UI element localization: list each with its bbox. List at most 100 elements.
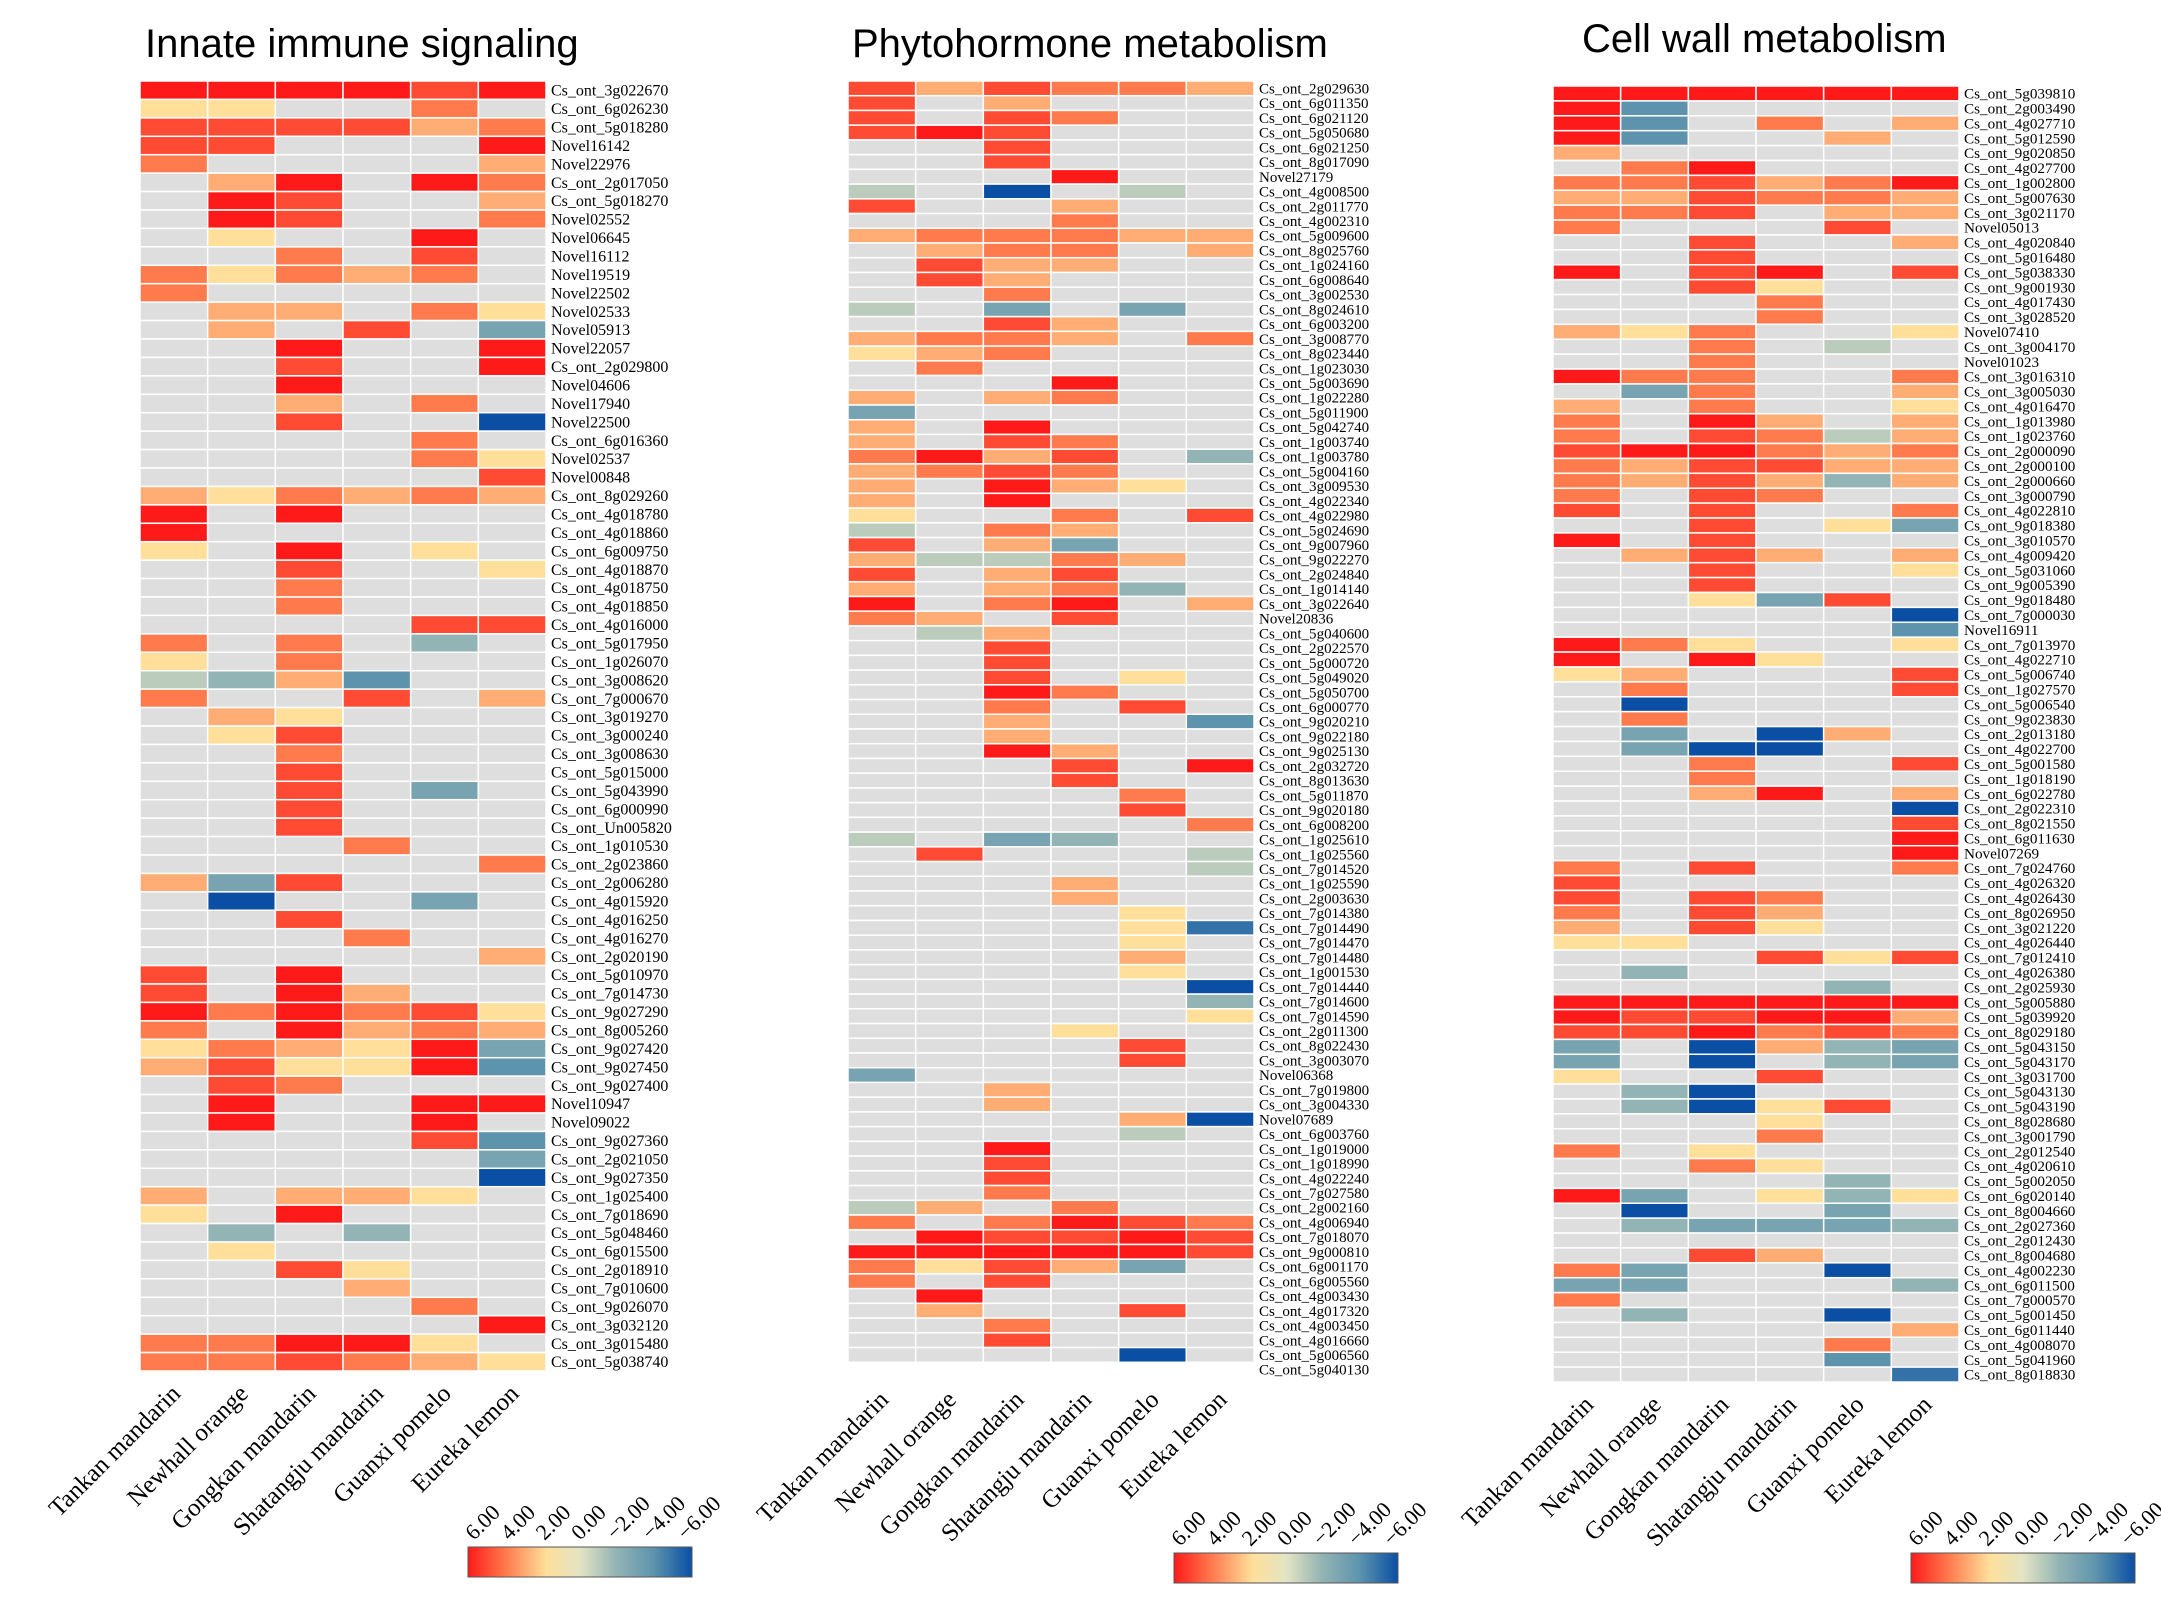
heatmap-cell bbox=[1050, 1228, 1120, 1246]
heatmap-cell bbox=[1890, 174, 1960, 192]
heatmap-cell bbox=[1185, 1332, 1255, 1349]
heatmap-cell bbox=[1552, 1202, 1622, 1219]
row-labels: Cs_ont_5g039810Cs_ont_2g003490Cs_ont_4g0… bbox=[1964, 86, 2076, 1384]
heatmap-cell bbox=[1552, 129, 1622, 147]
colorbar-tick-label: 2.00 bbox=[1237, 1506, 1282, 1551]
heatmap-cell bbox=[1890, 1023, 1960, 1041]
heatmap-cell bbox=[409, 559, 480, 580]
heatmap-cell bbox=[477, 504, 547, 525]
heatmap-cell bbox=[1117, 1052, 1188, 1069]
heatmap-cell bbox=[342, 430, 412, 451]
heatmap-cell bbox=[274, 909, 344, 930]
heatmap-cell bbox=[1687, 159, 1757, 177]
heatmap-cell bbox=[914, 625, 985, 642]
row-label: Cs_ont_5g043170 bbox=[1964, 1054, 2076, 1071]
heatmap-cell bbox=[982, 1228, 1052, 1246]
heatmap-cell bbox=[1050, 860, 1120, 878]
heatmap-cell bbox=[1050, 963, 1120, 981]
heatmap-cell bbox=[1117, 345, 1188, 362]
heatmap-panel-innate-immune: Innate immune signaling Cs_ont_3g022670C… bbox=[44, 22, 726, 1578]
heatmap-cell bbox=[139, 393, 209, 414]
heatmap-cell bbox=[914, 1228, 985, 1246]
heatmap-cell bbox=[1552, 785, 1622, 802]
heatmap-cell bbox=[982, 1346, 1052, 1364]
heatmap-cell bbox=[847, 904, 917, 922]
heatmap-cell bbox=[1890, 561, 1960, 579]
row-labels: Cs_ont_3g022670Cs_ont_6g026230Cs_ont_5g0… bbox=[551, 83, 672, 1372]
heatmap-cell bbox=[342, 1278, 412, 1299]
row-label: Cs_ont_1g022280 bbox=[1259, 391, 1369, 407]
heatmap-cell bbox=[274, 688, 344, 709]
heatmap-cell bbox=[1185, 684, 1255, 701]
heatmap-cell bbox=[409, 872, 480, 893]
heatmap-cell bbox=[1890, 859, 1960, 877]
heatmap-cell bbox=[847, 1273, 917, 1290]
heatmap-cell bbox=[1552, 949, 1622, 966]
heatmap-cell bbox=[139, 540, 209, 561]
heatmap-cell bbox=[1890, 666, 1960, 683]
heatmap-cell bbox=[1687, 710, 1757, 728]
heatmap-cell bbox=[409, 301, 480, 322]
row-label: Cs_ont_4g018850 bbox=[551, 599, 668, 616]
heatmap-cell bbox=[409, 485, 480, 506]
heatmap-cell bbox=[1050, 934, 1120, 951]
heatmap-cell bbox=[139, 1075, 209, 1096]
heatmap-cell bbox=[1050, 551, 1120, 568]
heatmap-cell bbox=[1552, 398, 1622, 415]
heatmap-cell bbox=[342, 153, 412, 174]
heatmap-cell bbox=[1619, 1068, 1690, 1085]
heatmap-cell bbox=[1890, 1083, 1960, 1100]
heatmap-cell bbox=[206, 817, 277, 838]
heatmap-cell bbox=[1117, 1346, 1188, 1364]
heatmap-cell bbox=[1822, 234, 1893, 251]
heatmap-cell bbox=[477, 1130, 547, 1151]
heatmap-cell bbox=[1185, 80, 1255, 97]
row-label: Cs_ont_8g023440 bbox=[1259, 347, 1369, 363]
heatmap-cell bbox=[274, 1149, 344, 1170]
heatmap-cell bbox=[1185, 919, 1255, 936]
heatmap-cell bbox=[1185, 94, 1255, 112]
heatmap-cell bbox=[1117, 1096, 1188, 1113]
heatmap-cell bbox=[1050, 463, 1120, 480]
heatmap-cell bbox=[477, 798, 547, 819]
heatmap-cell bbox=[1050, 1184, 1120, 1202]
heatmap-cell bbox=[206, 411, 277, 432]
heatmap-cell bbox=[1552, 666, 1622, 683]
row-label: Cs_ont_5g009600 bbox=[1259, 229, 1369, 245]
heatmap-cell bbox=[1185, 404, 1255, 421]
heatmap-cell bbox=[1185, 1008, 1255, 1025]
heatmap-cell bbox=[477, 1296, 547, 1317]
heatmap-cell bbox=[1755, 1172, 1825, 1190]
heatmap-cell bbox=[1687, 442, 1757, 460]
heatmap-cell bbox=[274, 485, 344, 506]
heatmap-cell bbox=[1619, 1008, 1690, 1026]
row-label: Novel07689 bbox=[1259, 1112, 1333, 1128]
row-label: Cs_ont_5g011900 bbox=[1259, 405, 1369, 421]
heatmap-cell bbox=[982, 949, 1052, 966]
heatmap-cell bbox=[982, 463, 1052, 480]
heatmap-cell bbox=[847, 919, 917, 936]
heatmap-cell bbox=[1755, 591, 1825, 609]
heatmap-cell bbox=[1619, 547, 1690, 564]
heatmap-cell bbox=[1552, 740, 1622, 758]
row-label: Cs_ont_4g016000 bbox=[551, 617, 668, 634]
heatmap-cell bbox=[914, 993, 985, 1010]
heatmap-cell bbox=[982, 139, 1052, 156]
heatmap-cell bbox=[847, 978, 917, 995]
heatmap-cell bbox=[1755, 293, 1825, 311]
heatmap-cell bbox=[477, 1001, 547, 1022]
row-label: Cs_ont_9g025130 bbox=[1259, 744, 1369, 760]
heatmap-cell bbox=[1117, 684, 1188, 701]
heatmap-cell bbox=[409, 854, 480, 875]
heatmap-cell bbox=[1687, 189, 1757, 206]
row-label: Cs_ont_5g002050 bbox=[1964, 1173, 2076, 1190]
heatmap-cell bbox=[206, 135, 277, 156]
heatmap-cell bbox=[1117, 1273, 1188, 1290]
heatmap-cell bbox=[409, 1185, 480, 1206]
heatmap-cell bbox=[342, 540, 412, 561]
heatmap-cell bbox=[914, 654, 985, 671]
heatmap-cell bbox=[1822, 368, 1893, 385]
heatmap-cell bbox=[1822, 338, 1893, 355]
heatmap-cell bbox=[1117, 463, 1188, 480]
heatmap-cell bbox=[982, 890, 1052, 907]
